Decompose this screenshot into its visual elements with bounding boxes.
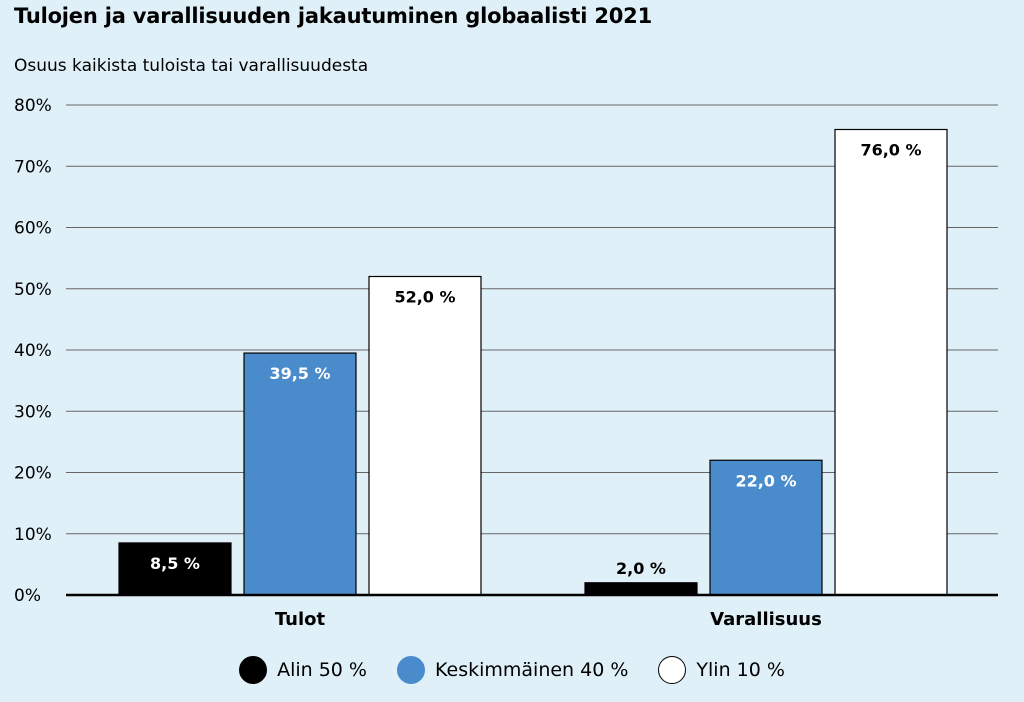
legend-label-bottom-50: Alin 50 % (277, 659, 367, 681)
bar (118, 542, 232, 596)
y-tick-label: 60% (14, 219, 52, 239)
legend-item-middle-40: Keskimmäinen 40 % (397, 656, 628, 684)
bar-value-label: 39,5 % (269, 364, 330, 383)
legend: Alin 50 % Keskimmäinen 40 % Ylin 10 % (0, 656, 1024, 684)
legend-swatch-middle-40 (397, 656, 425, 684)
y-tick-label: 80% (14, 96, 52, 116)
y-tick-label: 10% (14, 525, 52, 545)
y-tick-label: 40% (14, 341, 52, 361)
legend-item-top-10: Ylin 10 % (658, 656, 785, 684)
legend-label-middle-40: Keskimmäinen 40 % (435, 659, 629, 681)
bar (584, 582, 698, 596)
chart-title: Tulojen ja varallisuuden jakautuminen gl… (14, 4, 652, 28)
legend-swatch-bottom-50 (239, 656, 268, 684)
y-tick-label: 20% (14, 464, 52, 484)
y-tick-label: 50% (14, 280, 52, 300)
bar (243, 352, 357, 596)
legend-label-top-10: Ylin 10 % (696, 659, 785, 681)
y-axis-label: Osuus kaikista tuloista tai varallisuude… (14, 56, 369, 76)
y-tick-label: 0% (14, 586, 41, 606)
x-category-label: Varallisuus (710, 609, 822, 630)
bar (368, 275, 482, 596)
bar-value-label: 76,0 % (860, 141, 921, 160)
legend-swatch-top-10 (658, 656, 687, 684)
legend-item-bottom-50: Alin 50 % (239, 656, 367, 684)
bar (709, 459, 823, 596)
bar-chart: 0% 10% 20% 30% 40% 50% 60% 70% 80% 8,5 % 39,5 % 52,… (14, 96, 998, 630)
y-tick-label: 30% (14, 402, 52, 422)
bar-value-label: 22,0 % (735, 471, 796, 490)
bar (834, 128, 948, 596)
x-category-label: Tulot (275, 609, 326, 630)
bar-value-label: 52,0 % (394, 288, 455, 307)
bar-value-label: 8,5 % (150, 554, 200, 573)
y-tick-label: 70% (14, 157, 52, 177)
bar-value-label: 2,0 % (616, 559, 666, 578)
